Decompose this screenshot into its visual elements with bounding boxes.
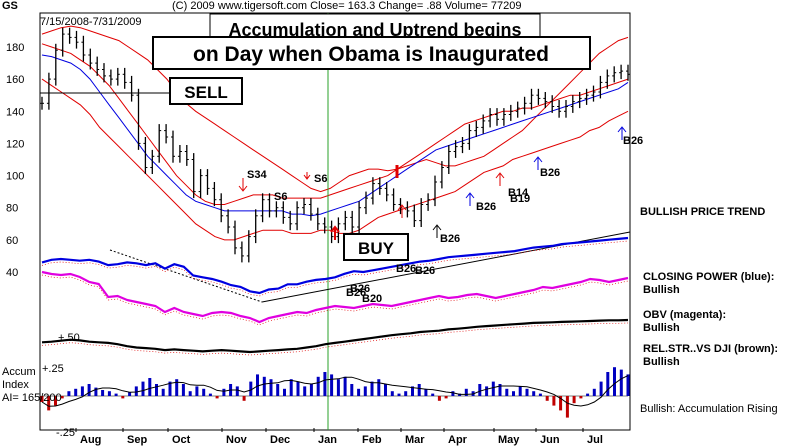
accum-title: Accum [2,366,36,378]
signal-arrows [238,126,627,240]
buy-arrow-icon [397,204,407,218]
y-tick-label: 40 [6,267,18,279]
buy-box [343,233,409,261]
indicator-status: Bullish [643,356,680,368]
y-tick-label: 100 [6,171,24,183]
indicator-status: Bullish [643,322,680,334]
x-tick-label: Jan [318,434,337,446]
series-upper-band [41,25,629,193]
chart-subtitle: on Day when Obama is Inaugurated [193,43,549,66]
signal-label: B26 [540,167,560,179]
relstr-tick: +.50 [58,332,80,344]
indicator-ma [41,322,629,356]
x-tick-label: May [498,434,520,446]
x-tick-label: Aug [80,434,101,446]
x-axis-labels: Aug Sep Oct Nov Dec Jan Feb Mar Apr May Jun Jul [75,428,603,446]
accum-tick-bottom: -.25 [56,427,75,439]
signal-label: S34 [247,169,267,181]
signal-label: B26 [440,233,460,245]
indicator-lines [41,236,629,356]
accum-status: Bullish: Accumulation Rising [640,403,778,415]
indicator-label: OBV (magenta): [643,309,726,321]
y-tick-label: 120 [6,138,24,150]
subtitle-box [152,36,591,70]
x-tick-label: Jun [540,434,560,446]
sell-label: SELL [184,83,227,102]
chart-title: Accumulation and Uptrend begins [228,20,521,40]
series-blue-moving-average [41,54,629,217]
x-tick-label: Dec [270,434,290,446]
indicator-ma [41,274,629,326]
x-tick-label: Feb [362,434,382,446]
indicator-label: CLOSING POWER (blue): [643,271,774,283]
accum-index [40,367,630,418]
signal-label: B26 [346,287,366,299]
sell-arrow-icon [303,172,311,180]
y-tick-label: 160 [6,74,24,86]
buy-arrow-icon [330,225,340,240]
x-tick-label: Oct [172,434,191,446]
signal-label: B26 [623,135,643,147]
price-bars [40,27,630,263]
x-tick-label: Apr [448,434,468,446]
cp-downtrend [109,249,263,303]
accum-ai: AI= 165/200 [2,392,62,404]
buy-label: BUY [358,239,395,258]
signal-label: B26 [415,265,435,277]
signal-label: B14 [508,187,529,199]
indicator-rel-str-vs-dji-brown- [41,318,629,354]
x-tick-label: Nov [226,434,248,446]
buy-arrow-icon [465,192,475,206]
accum-tick-top: +.25 [42,363,64,375]
signal-label: S6 [314,173,327,185]
price-lines [41,25,629,241]
plot-frame [39,12,631,431]
signal-label: B19 [510,193,530,205]
y-tick-labels: 180 160 140 120 100 80 60 40 [6,42,24,279]
buy-arrow-icon [533,156,543,170]
y-tick-label: 180 [6,42,24,54]
accum-ma-line [41,375,629,407]
date-range: 7/15/2008-7/31/2009 [40,16,142,28]
series-red-moving-average [41,43,629,205]
signal-label: S6 [274,191,287,203]
buy-arrow-icon [617,126,627,140]
header-info: (C) 2009 www.tigersoft.com Close= 163.3 … [172,0,521,12]
x-tick-label: Jul [587,434,603,446]
indicator-obv-magenta- [41,270,629,324]
buy-arrow-icon [432,224,442,238]
bullish-trend-label: BULLISH PRICE TREND [640,206,765,218]
accum-subtitle: Index [2,379,29,391]
y-tick-label: 60 [6,235,18,247]
y-tick-label: 80 [6,203,18,215]
sell-arrow-icon [238,178,248,192]
signal-label: B26 [396,263,416,275]
signal-label: B26 [350,283,370,295]
x-tick-label: Mar [405,434,425,446]
signal-label: B20 [362,293,382,305]
buy-arrow-icon [495,172,505,186]
indicator-status: Bullish [643,284,680,296]
signal-label: B26 [476,201,496,213]
indicator-ma [41,240,629,297]
indicator-label: REL.STR..VS DJI (brown): [643,343,778,355]
indicator-closing-power-blue- [41,236,629,295]
symbol-label: GS [2,0,18,12]
x-tick-label: Sep [127,434,147,446]
y-tick-label: 140 [6,106,24,118]
sell-box [169,77,243,105]
